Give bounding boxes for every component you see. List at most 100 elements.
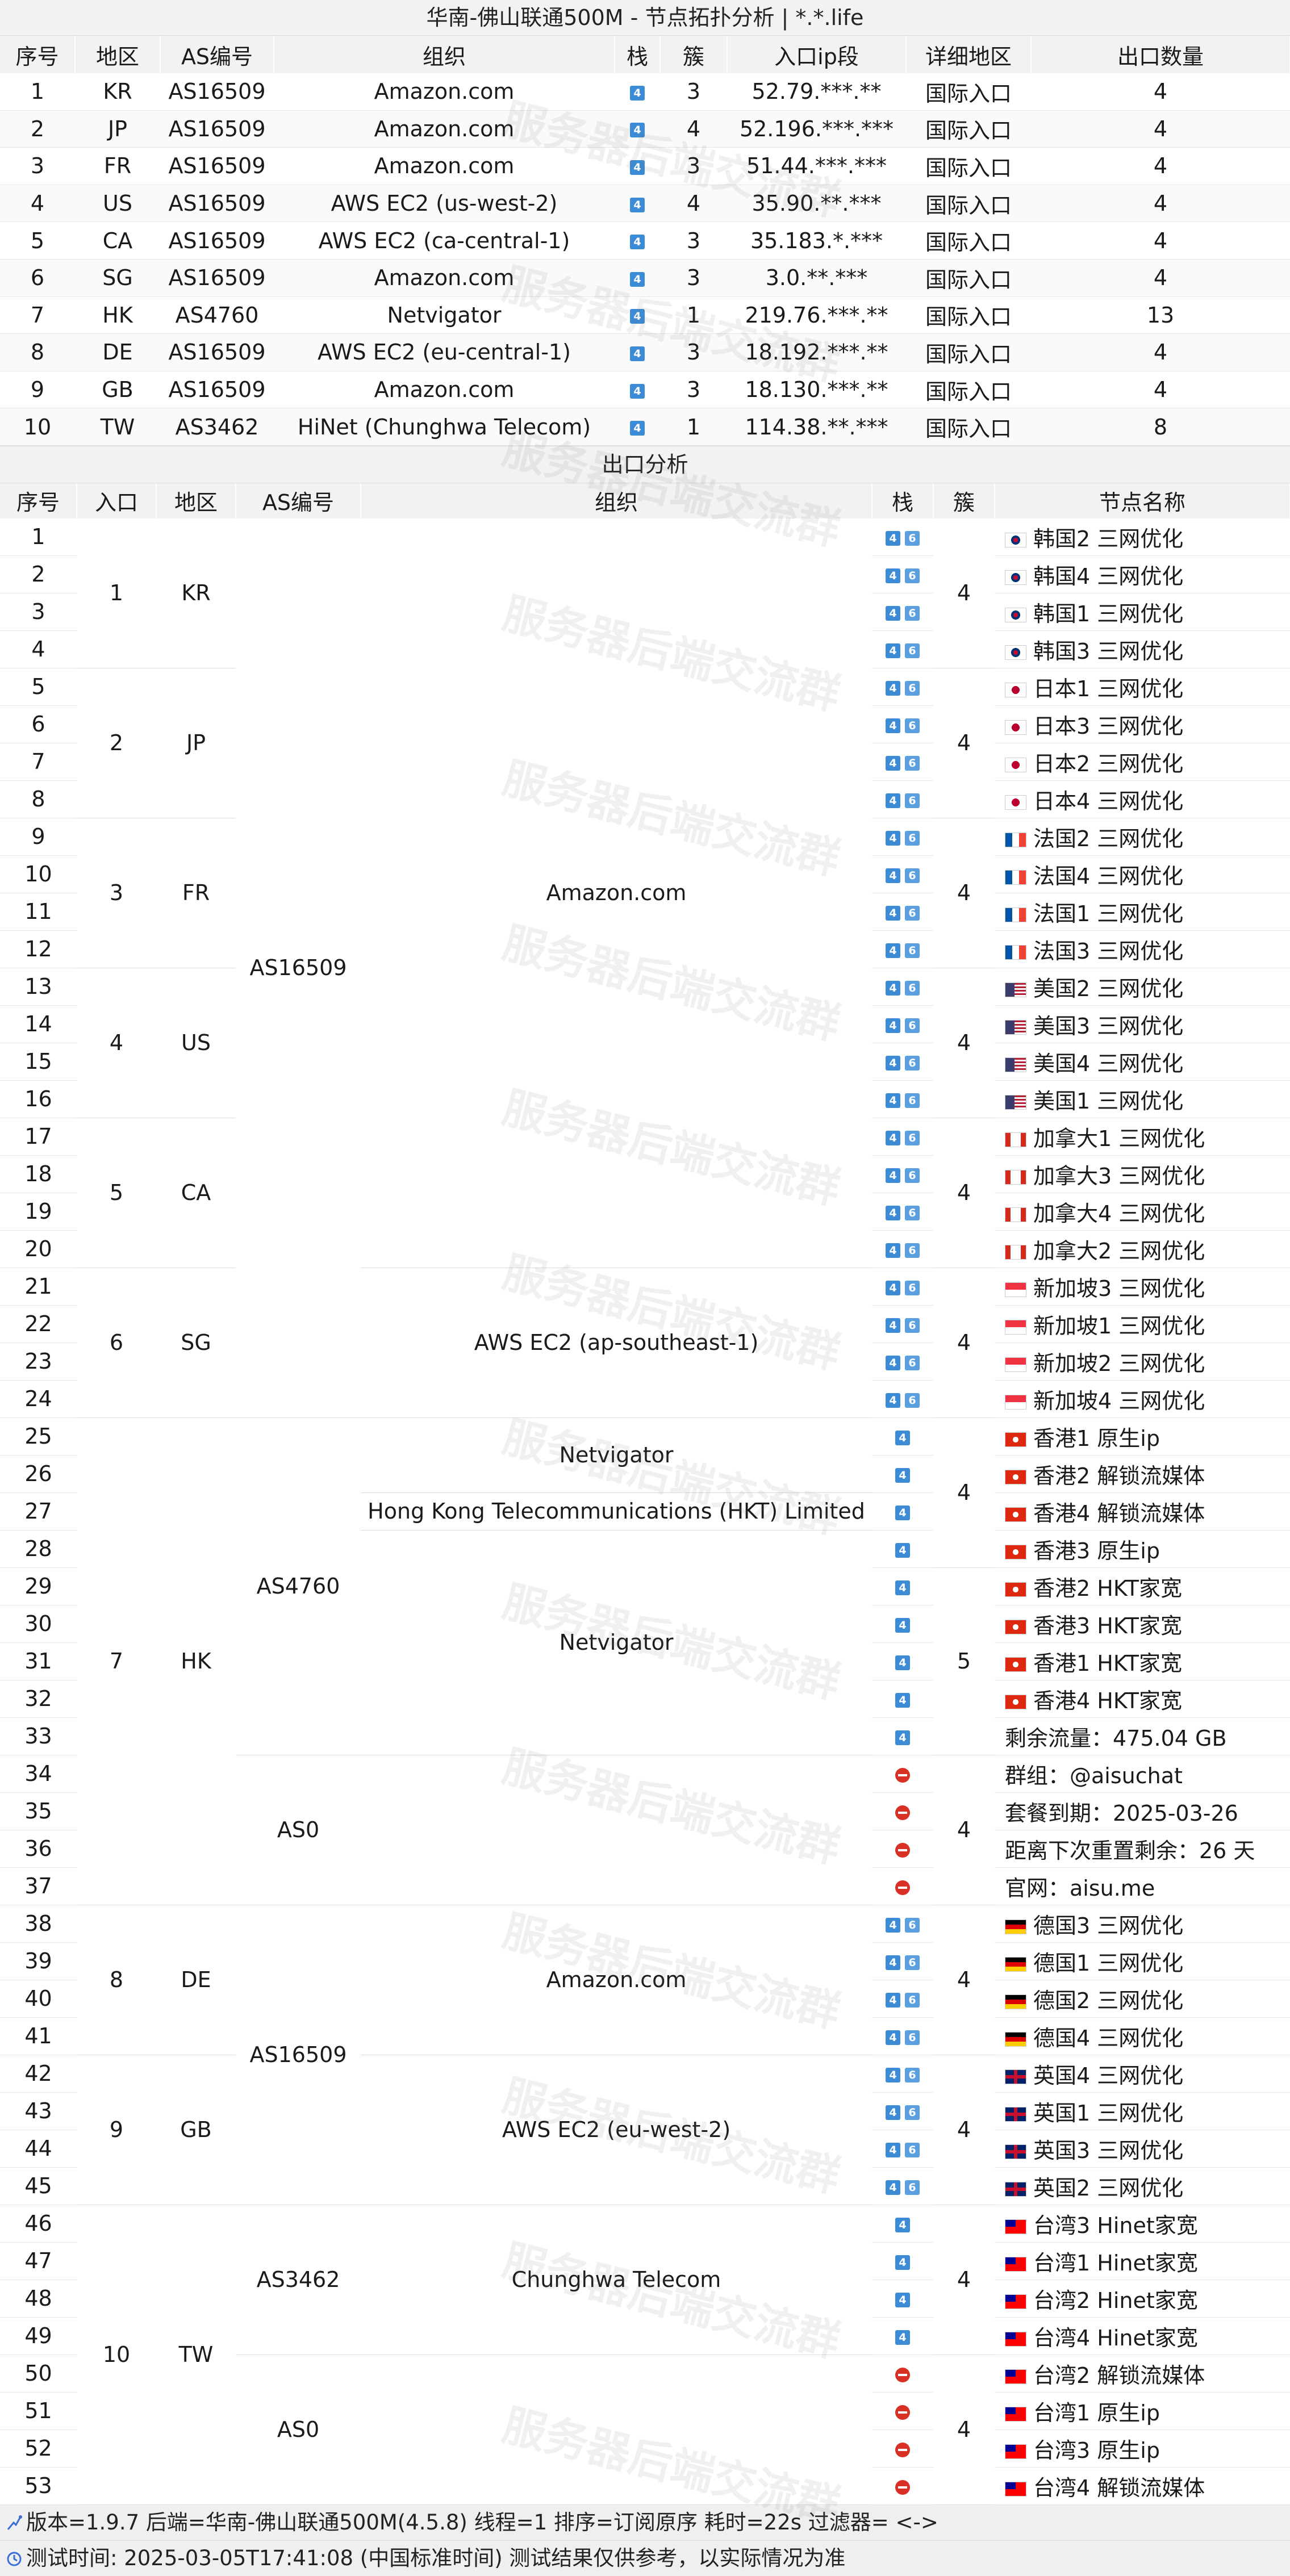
- ipv4-badge-icon: 4: [886, 830, 900, 846]
- node-name: 新加坡4 三网优化: [1033, 1388, 1205, 1414]
- hk-flag-icon: [1005, 1470, 1026, 1485]
- as-number: AS16509: [160, 110, 274, 148]
- stack-cell: 4: [615, 333, 660, 371]
- table-row: 53 台湾4 解锁流媒体: [0, 2467, 1290, 2505]
- node-name: 香港1 HKT家宽: [1033, 1650, 1183, 1676]
- node-name: 日本1 三网优化: [1033, 676, 1184, 701]
- region-code: US: [156, 968, 236, 1118]
- as-number: AS16509: [236, 1905, 361, 2205]
- ipv4-badge-icon: 4: [895, 1730, 910, 1745]
- as-number: AS4760: [160, 296, 274, 334]
- stack-cell: 4: [615, 296, 660, 334]
- ipv4-badge-icon: 4: [886, 2030, 900, 2045]
- no-entry-icon: [895, 2367, 910, 2382]
- row-index: 10: [0, 408, 75, 446]
- row-index: 16: [0, 1080, 77, 1118]
- cluster-count: 4: [933, 818, 995, 968]
- row-index: 39: [0, 1942, 77, 1980]
- node-name-cell: 德国1 三网优化: [995, 1942, 1290, 1980]
- ipv4-badge-icon: 4: [895, 1430, 910, 1445]
- row-index: 48: [0, 2280, 77, 2318]
- row-index: 7: [0, 743, 77, 781]
- ipv4-badge-icon: 4: [886, 1280, 900, 1295]
- organization: Netvigator: [361, 1530, 872, 1755]
- hk-flag-icon: [1005, 1620, 1026, 1635]
- entry-index: 9: [77, 2055, 156, 2205]
- tw-flag-icon: [1005, 2219, 1026, 2235]
- ca-flag-icon: [1005, 1207, 1026, 1223]
- cluster-count: 4: [933, 518, 995, 668]
- hk-flag-icon: [1005, 1695, 1026, 1710]
- as-number: AS16509: [160, 73, 274, 111]
- sg-flag-icon: [1005, 1395, 1026, 1410]
- node-name: 台湾2 Hinet家宽: [1033, 2288, 1198, 2313]
- region-code: FR: [156, 818, 236, 968]
- region-code: TW: [75, 408, 160, 446]
- node-name-cell: 美国3 三网优化: [995, 1005, 1290, 1043]
- entry-index: 8: [77, 1905, 156, 2055]
- table-row: 5 CA AS16509 AWS EC2 (ca-central-1) 4 3 35.183…: [0, 221, 1290, 260]
- table-row: 11 4 6 法国1 三网优化: [0, 893, 1290, 931]
- node-name-cell: 台湾3 Hinet家宽: [995, 2205, 1290, 2243]
- detail-region: 国际入口: [906, 110, 1031, 148]
- cluster-count: 4: [660, 110, 727, 148]
- entry-ip-range: 114.38.**.***: [727, 408, 906, 446]
- column-header: 序号: [0, 483, 77, 518]
- stack-cell: 4: [615, 185, 660, 223]
- ipv6-badge-icon: 6: [905, 755, 920, 771]
- node-name-cell: 日本2 三网优化: [995, 743, 1290, 781]
- ipv6-badge-icon: 6: [905, 530, 920, 546]
- row-index: 35: [0, 1792, 77, 1830]
- region-code: CA: [75, 221, 160, 260]
- table-row: 9 3 FR 4 6 4 法国2 三网优化: [0, 818, 1290, 968]
- table-row: 26 4 香港2 解锁流媒体: [0, 1455, 1290, 1493]
- organization: AWS EC2 (ap-southeast-1): [361, 1268, 872, 1418]
- us-flag-icon: [1005, 1020, 1026, 1035]
- footer-test-time-line: 测试时间: 2025-03-05T17:41:08 (中国标准时间) 测试结果仅…: [0, 2541, 1290, 2576]
- stack-cell: 4: [615, 73, 660, 111]
- tw-flag-icon: [1005, 2294, 1026, 2310]
- entry-index: 4: [77, 968, 156, 1118]
- region-code: TW: [156, 2205, 236, 2505]
- row-index: 36: [0, 1830, 77, 1868]
- node-name-cell: 香港1 原生ip: [995, 1417, 1290, 1456]
- stack-cell: [872, 2429, 933, 2468]
- ipv6-badge-icon: 6: [905, 830, 920, 846]
- page-title: 华南-佛山联通500M - 节点拓扑分析 | *.*.life: [0, 0, 1290, 36]
- node-name-cell: 套餐到期：2025-03-26: [995, 1792, 1290, 1830]
- as-number: AS16509: [160, 333, 274, 371]
- ipv4-badge-icon: 4: [886, 530, 900, 546]
- ipv4-badge-icon: 4: [886, 868, 900, 883]
- ipv6-badge-icon: 6: [905, 1018, 920, 1033]
- ipv6-badge-icon: 6: [905, 605, 920, 621]
- footer-version-line: 版本=1.9.7 后端=华南-佛山联通500M(4.5.8) 线程=1 排序=订…: [0, 2505, 1290, 2541]
- ipv6-badge-icon: 6: [905, 568, 920, 583]
- table-row: 30 4 香港3 HKT家宽: [0, 1605, 1290, 1643]
- entry-ip-range: 219.76.***.**: [727, 296, 906, 334]
- region-code: KR: [156, 518, 236, 668]
- ipv4-badge-icon: 4: [886, 1955, 900, 1970]
- ipv6-badge-icon: 6: [905, 980, 920, 996]
- table-row: 46 10 TW AS3462 Chunghwa Telecom 4 4 台湾3 Hinet家…: [0, 2205, 1290, 2505]
- gb-flag-icon: [1005, 2182, 1026, 2197]
- ca-flag-icon: [1005, 1132, 1026, 1148]
- node-name: 法国2 三网优化: [1033, 826, 1184, 851]
- no-entry-icon: [895, 1767, 910, 1783]
- de-flag-icon: [1005, 1957, 1026, 1972]
- row-index: 23: [0, 1343, 77, 1381]
- ipv6-badge-icon: 6: [905, 1280, 920, 1295]
- stack-cell: [872, 2355, 933, 2393]
- table-row: 19 4 6 加拿大4 三网优化: [0, 1193, 1290, 1231]
- node-name: 台湾1 Hinet家宽: [1033, 2250, 1198, 2276]
- organization: Hong Kong Telecommunications (HKT) Limit…: [361, 1492, 872, 1530]
- node-name: 套餐到期：2025-03-26: [1005, 1800, 1238, 1826]
- node-name-cell: 日本4 三网优化: [995, 780, 1290, 818]
- row-index: 26: [0, 1455, 77, 1493]
- stack-cell: 4: [615, 221, 660, 260]
- ipv6-badge-icon: 6: [905, 2142, 920, 2157]
